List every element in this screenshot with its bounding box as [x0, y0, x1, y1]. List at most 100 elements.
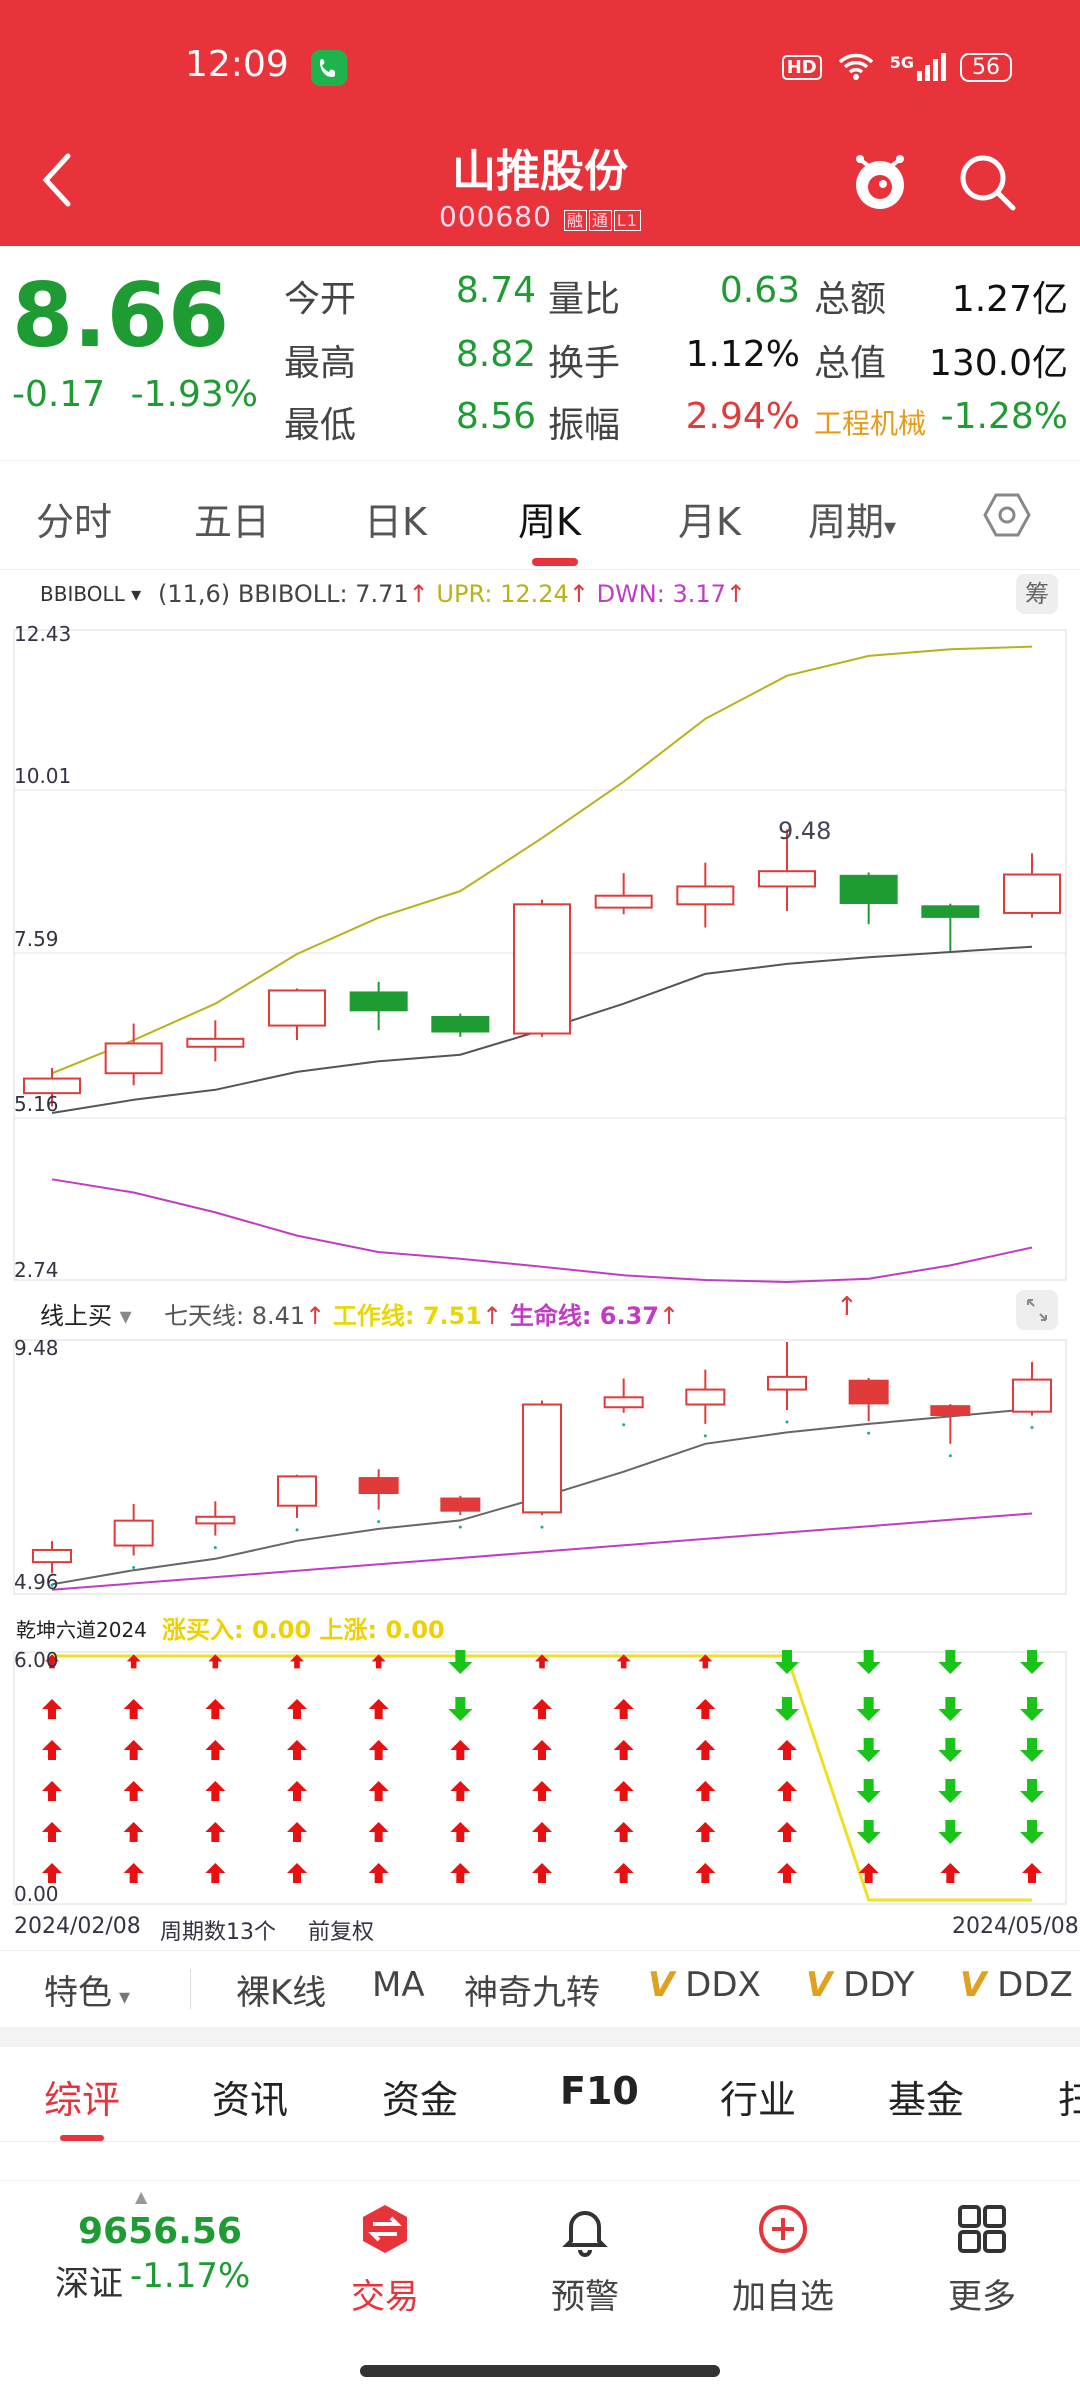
indicator-ddx[interactable]: V DDX — [648, 1965, 761, 2005]
sell-arrow-icon — [856, 1697, 881, 1721]
value-high: 8.82 — [455, 334, 536, 375]
change-value: -0.17 — [12, 374, 106, 415]
buy-arrow-icon — [42, 1781, 62, 1801]
mascot-icon[interactable] — [848, 145, 912, 215]
sub-dot — [622, 1423, 626, 1427]
label-open: 今开 — [284, 279, 357, 320]
chart-area: BBIBOLL ▾ (11,6) BBIBOLL: 7.71↑ UPR: 12.… — [0, 570, 1080, 1950]
buy-arrow-icon — [208, 1654, 223, 1669]
y-label-top: 12.43 — [14, 622, 72, 646]
feature-dropdown[interactable]: 特色 ▾ — [44, 1965, 130, 2014]
buy-arrow-icon — [205, 1699, 226, 1719]
industry-change: -1.28% — [940, 396, 1068, 437]
y-label-3: 7.59 — [14, 927, 59, 951]
buy-arrow-icon — [532, 1699, 552, 1719]
sell-arrow-icon — [448, 1650, 473, 1674]
tab-intraday[interactable]: 分时 — [36, 500, 113, 544]
expand-icon[interactable] — [1016, 1290, 1058, 1330]
chip-distribution-button[interactable]: 筹 — [1016, 574, 1058, 614]
sell-arrow-icon — [775, 1650, 799, 1674]
work-line: 工作线: 7.51 — [332, 1302, 483, 1330]
stock-name: 山推股份 — [452, 146, 628, 197]
indicator-ma[interactable]: MA — [372, 1965, 425, 2005]
axis-start-date: 2024/02/08 — [14, 1914, 141, 1939]
buy-arrow-icon — [123, 1740, 144, 1760]
tab-industry[interactable]: 行业 — [720, 2078, 797, 2122]
indicator-ddy[interactable]: V DDY — [806, 1965, 914, 2005]
sell-arrow-icon — [938, 1697, 963, 1721]
main-candle — [676, 885, 735, 906]
buy-arrow-icon — [287, 1740, 307, 1760]
signal-icon: 5G — [890, 53, 946, 81]
index-value[interactable]: 9656.56 — [78, 2211, 242, 2252]
label-amplitude: 振幅 — [548, 405, 621, 446]
tab-f10[interactable]: F10 — [560, 2069, 639, 2113]
grid-icon — [958, 2205, 1006, 2253]
sell-arrow-icon — [856, 1779, 881, 1803]
tab-monthly-k[interactable]: 月K — [678, 500, 741, 544]
indicator-naked-k[interactable]: 裸K线 — [236, 1973, 327, 2013]
buy-arrow-icon — [695, 1699, 716, 1719]
main-candle — [921, 905, 980, 918]
tab-daily-k[interactable]: 日K — [364, 500, 427, 544]
signal-legend: 涨买入: 0.00 上涨: 0.00 — [162, 1610, 445, 1645]
seven-day-line: 七天线: 8.41 — [164, 1302, 306, 1330]
buy-arrow-icon — [450, 1781, 471, 1801]
sub-dot — [377, 1520, 381, 1524]
v-badge-icon: V — [648, 1965, 675, 2005]
sub-legend: 七天线: 8.41↑ 工作线: 7.51↑ 生命线: 6.37↑ — [164, 1302, 680, 1330]
tab-fund[interactable]: 基金 — [888, 2078, 965, 2122]
alert-button[interactable]: 预警 — [515, 2201, 655, 2318]
status-time: 12:09 — [185, 44, 289, 85]
tab-period-dropdown[interactable]: 周期▾ — [808, 491, 896, 546]
buy-arrow-icon — [368, 1740, 389, 1760]
main-indicator-selector[interactable]: BBIBOLL ▾ — [40, 582, 142, 606]
value-turnover-rate: 1.12% — [685, 334, 800, 375]
tab-more-cut[interactable]: 扫 — [1058, 2078, 1080, 2122]
home-indicator — [360, 2365, 720, 2377]
sub-candle — [113, 1519, 154, 1547]
sub-indicator-selector[interactable]: 线上买 ▾ — [40, 1302, 132, 1330]
add-circle-icon — [759, 2205, 807, 2253]
active-tab-indicator — [60, 2135, 104, 2141]
search-icon[interactable] — [955, 150, 1020, 215]
buy-arrow-icon — [371, 1654, 386, 1669]
tab-five-day[interactable]: 五日 — [194, 500, 271, 544]
stock-code: 000680 融通 L1 — [0, 200, 1080, 233]
sell-arrow-icon — [1020, 1779, 1044, 1803]
indicator-ddz[interactable]: V DDZ — [960, 1965, 1073, 2005]
sub-candle — [277, 1475, 317, 1507]
level-tag: L1 — [613, 210, 641, 231]
sub-candle — [848, 1379, 889, 1405]
more-button[interactable]: 更多 — [912, 2201, 1052, 2318]
signal-indicator-name[interactable]: 乾坤六道2024 — [16, 1618, 147, 1642]
tab-funds[interactable]: 资金 — [382, 2078, 459, 2122]
add-watchlist-button[interactable]: 加自选 — [713, 2201, 853, 2318]
buy-arrow-icon — [613, 1740, 634, 1760]
phone-call-icon[interactable] — [311, 50, 347, 86]
buy-arrow-icon — [123, 1822, 144, 1842]
buy-arrow-icon — [205, 1822, 226, 1842]
margin-tag: 融 — [563, 210, 587, 231]
buy-arrow-icon — [858, 1863, 879, 1883]
buy-arrow-icon — [450, 1822, 471, 1842]
buy-arrow-icon — [45, 1654, 59, 1669]
axis-adjust-mode[interactable]: 前复权 — [308, 1920, 375, 1945]
sub-dot — [213, 1546, 217, 1550]
label-turnover-amount: 总额 — [814, 279, 887, 320]
main-candle — [513, 903, 571, 1035]
settings-hexagon-icon[interactable] — [982, 491, 1032, 543]
caret-down-icon: ▾ — [884, 513, 897, 541]
indicator-magic-nine[interactable]: 神奇九转 — [464, 1973, 600, 2013]
sub-dot — [295, 1528, 299, 1532]
chart-canvas[interactable]: ↑ — [0, 570, 1080, 1950]
status-icons: HD 5G 56 — [781, 52, 1012, 82]
back-arrow-icon[interactable] — [38, 150, 78, 210]
industry-link[interactable]: 工程机械 — [814, 407, 927, 440]
tab-weekly-k[interactable]: 周K — [518, 500, 581, 544]
buy-arrow-icon — [695, 1740, 716, 1760]
trade-button[interactable]: 交易 — [315, 2201, 455, 2318]
tab-news[interactable]: 资讯 — [212, 2078, 289, 2122]
tab-overview[interactable]: 综评 — [44, 2078, 121, 2122]
y-label-2: 10.01 — [14, 764, 72, 788]
